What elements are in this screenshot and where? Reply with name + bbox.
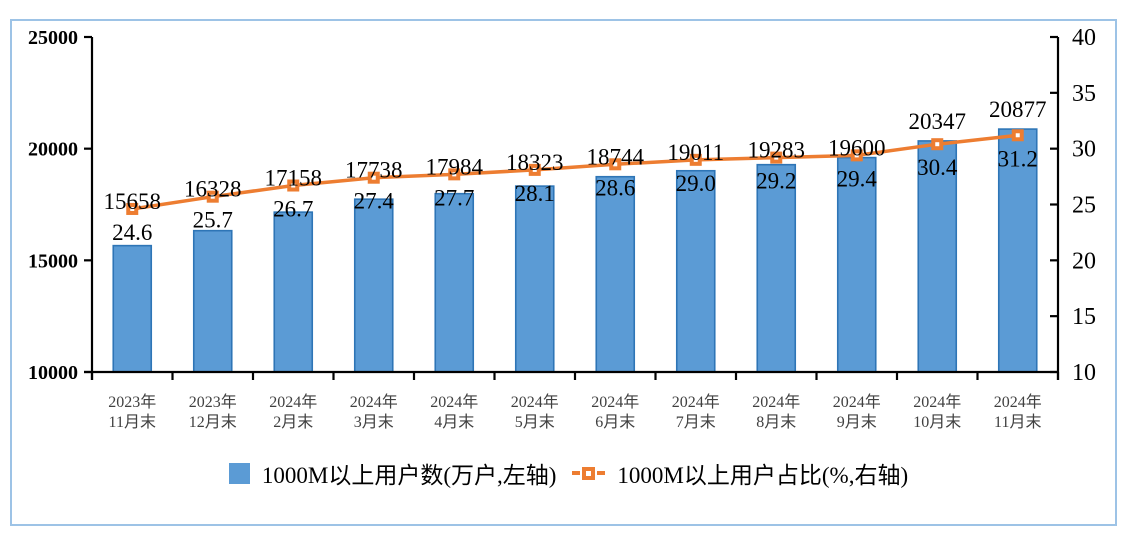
bar-0: [112, 244, 153, 373]
bar-2: [273, 211, 314, 373]
x-axis-label: 2023年 11月末: [108, 393, 156, 431]
bar-value-label: 17984: [426, 154, 484, 179]
x-axis-label: 2024年 11月末: [994, 393, 1042, 431]
bar-6: [595, 175, 636, 373]
left-axis-label: 20000: [28, 139, 78, 161]
x-axis-label: 2024年 10月末: [913, 393, 961, 431]
bar-value-label: 17738: [345, 158, 403, 183]
line-value-label: 27.4: [354, 189, 395, 214]
line-marker-core-5: [532, 167, 537, 172]
line-marker-core-1: [210, 194, 215, 199]
line-dash-icon: [597, 471, 606, 475]
line-marker-core-3: [371, 175, 376, 180]
line-value-label: 30.4: [917, 155, 958, 180]
left-axis-label: 15000: [28, 250, 78, 272]
bar-value-label: 19011: [667, 140, 724, 165]
line-value-label: 26.7: [273, 197, 313, 222]
line-value-label: 24.6: [112, 220, 152, 245]
bar-value-label: 18744: [587, 144, 645, 169]
line-marker-core-7: [693, 157, 698, 162]
line-marker-core-0: [130, 206, 135, 211]
line-dash-icon: [572, 471, 581, 475]
x-axis-label: 2024年 2月末: [269, 393, 317, 431]
right-axis-label: 15: [1072, 304, 1096, 330]
x-axis-label: 2024年 3月末: [350, 393, 398, 431]
right-axis-label: 25: [1072, 193, 1096, 219]
line-value-label: 29.2: [756, 169, 796, 194]
bar-9: [836, 156, 877, 373]
bar-value-label: 20877: [989, 97, 1047, 122]
x-axis-label: 2024年 4月末: [430, 393, 478, 431]
x-axis-label: 2024年 6月末: [591, 393, 639, 431]
line-value-label: 28.1: [515, 181, 555, 206]
right-axis-label: 30: [1072, 137, 1096, 163]
right-axis-label: 35: [1072, 81, 1096, 107]
line-marker-core-8: [774, 155, 779, 160]
line-value-label: 29.0: [676, 171, 716, 196]
right-axis-label: 20: [1072, 248, 1096, 274]
bar-5: [514, 185, 555, 373]
x-axis-label: 2024年 8月末: [752, 393, 800, 431]
legend-item-line-series: 1000M以上用户占比(%,右轴): [572, 456, 908, 490]
bar-series-swatch-icon: [228, 462, 250, 484]
line-value-label: 29.4: [837, 166, 878, 191]
bar-value-label: 18323: [506, 150, 564, 175]
bar-value-label: 16328: [184, 177, 242, 202]
bar-value-label: 20347: [909, 109, 967, 134]
left-axis-label: 10000: [28, 362, 78, 384]
line-marker-core-10: [935, 142, 940, 147]
line-series: [131, 133, 1018, 211]
line-marker-core-11: [1015, 133, 1020, 138]
bar-value-label: 19283: [748, 138, 806, 163]
bar-value-label: 17158: [265, 166, 323, 191]
line-value-label: 31.2: [998, 146, 1038, 171]
line-series-legend-label: 1000M以上用户占比(%,右轴): [617, 463, 909, 488]
x-axis-label: 2024年 5月末: [511, 393, 559, 431]
line-marker-core-6: [613, 162, 618, 167]
legend: 1000M以上用户数(万户,左轴) 1000M以上用户占比(%,右轴): [0, 456, 1137, 490]
line-marker-core-4: [452, 172, 457, 177]
bar-3: [353, 198, 394, 373]
x-axis-label: 2023年 12月末: [189, 393, 237, 431]
right-axis-label: 10: [1072, 360, 1096, 386]
bar-series-legend-label: 1000M以上用户数(万户,左轴): [261, 463, 557, 488]
bar-1: [192, 229, 233, 373]
line-marker-core-2: [291, 183, 296, 188]
left-axis-label: 25000: [28, 27, 78, 49]
line-value-label: 25.7: [193, 208, 233, 233]
line-square-marker-icon: [582, 466, 596, 480]
bar-value-label: 19600: [828, 135, 886, 160]
bar-value-label: 15658: [104, 189, 162, 214]
line-value-label: 28.6: [595, 175, 635, 200]
bar-4: [434, 192, 475, 373]
line-marker-core-9: [854, 153, 859, 158]
x-axis-label: 2024年 7月末: [672, 393, 720, 431]
bar-10: [917, 140, 958, 373]
line-series-marker-icon: [572, 466, 606, 480]
bar-8: [756, 163, 797, 373]
line-value-label: 27.7: [434, 185, 474, 210]
right-axis-label: 40: [1072, 25, 1096, 51]
x-axis-label: 2024年 9月末: [833, 393, 881, 431]
bar-7: [675, 169, 716, 373]
legend-item-bar-series: 1000M以上用户数(万户,左轴): [228, 456, 557, 490]
